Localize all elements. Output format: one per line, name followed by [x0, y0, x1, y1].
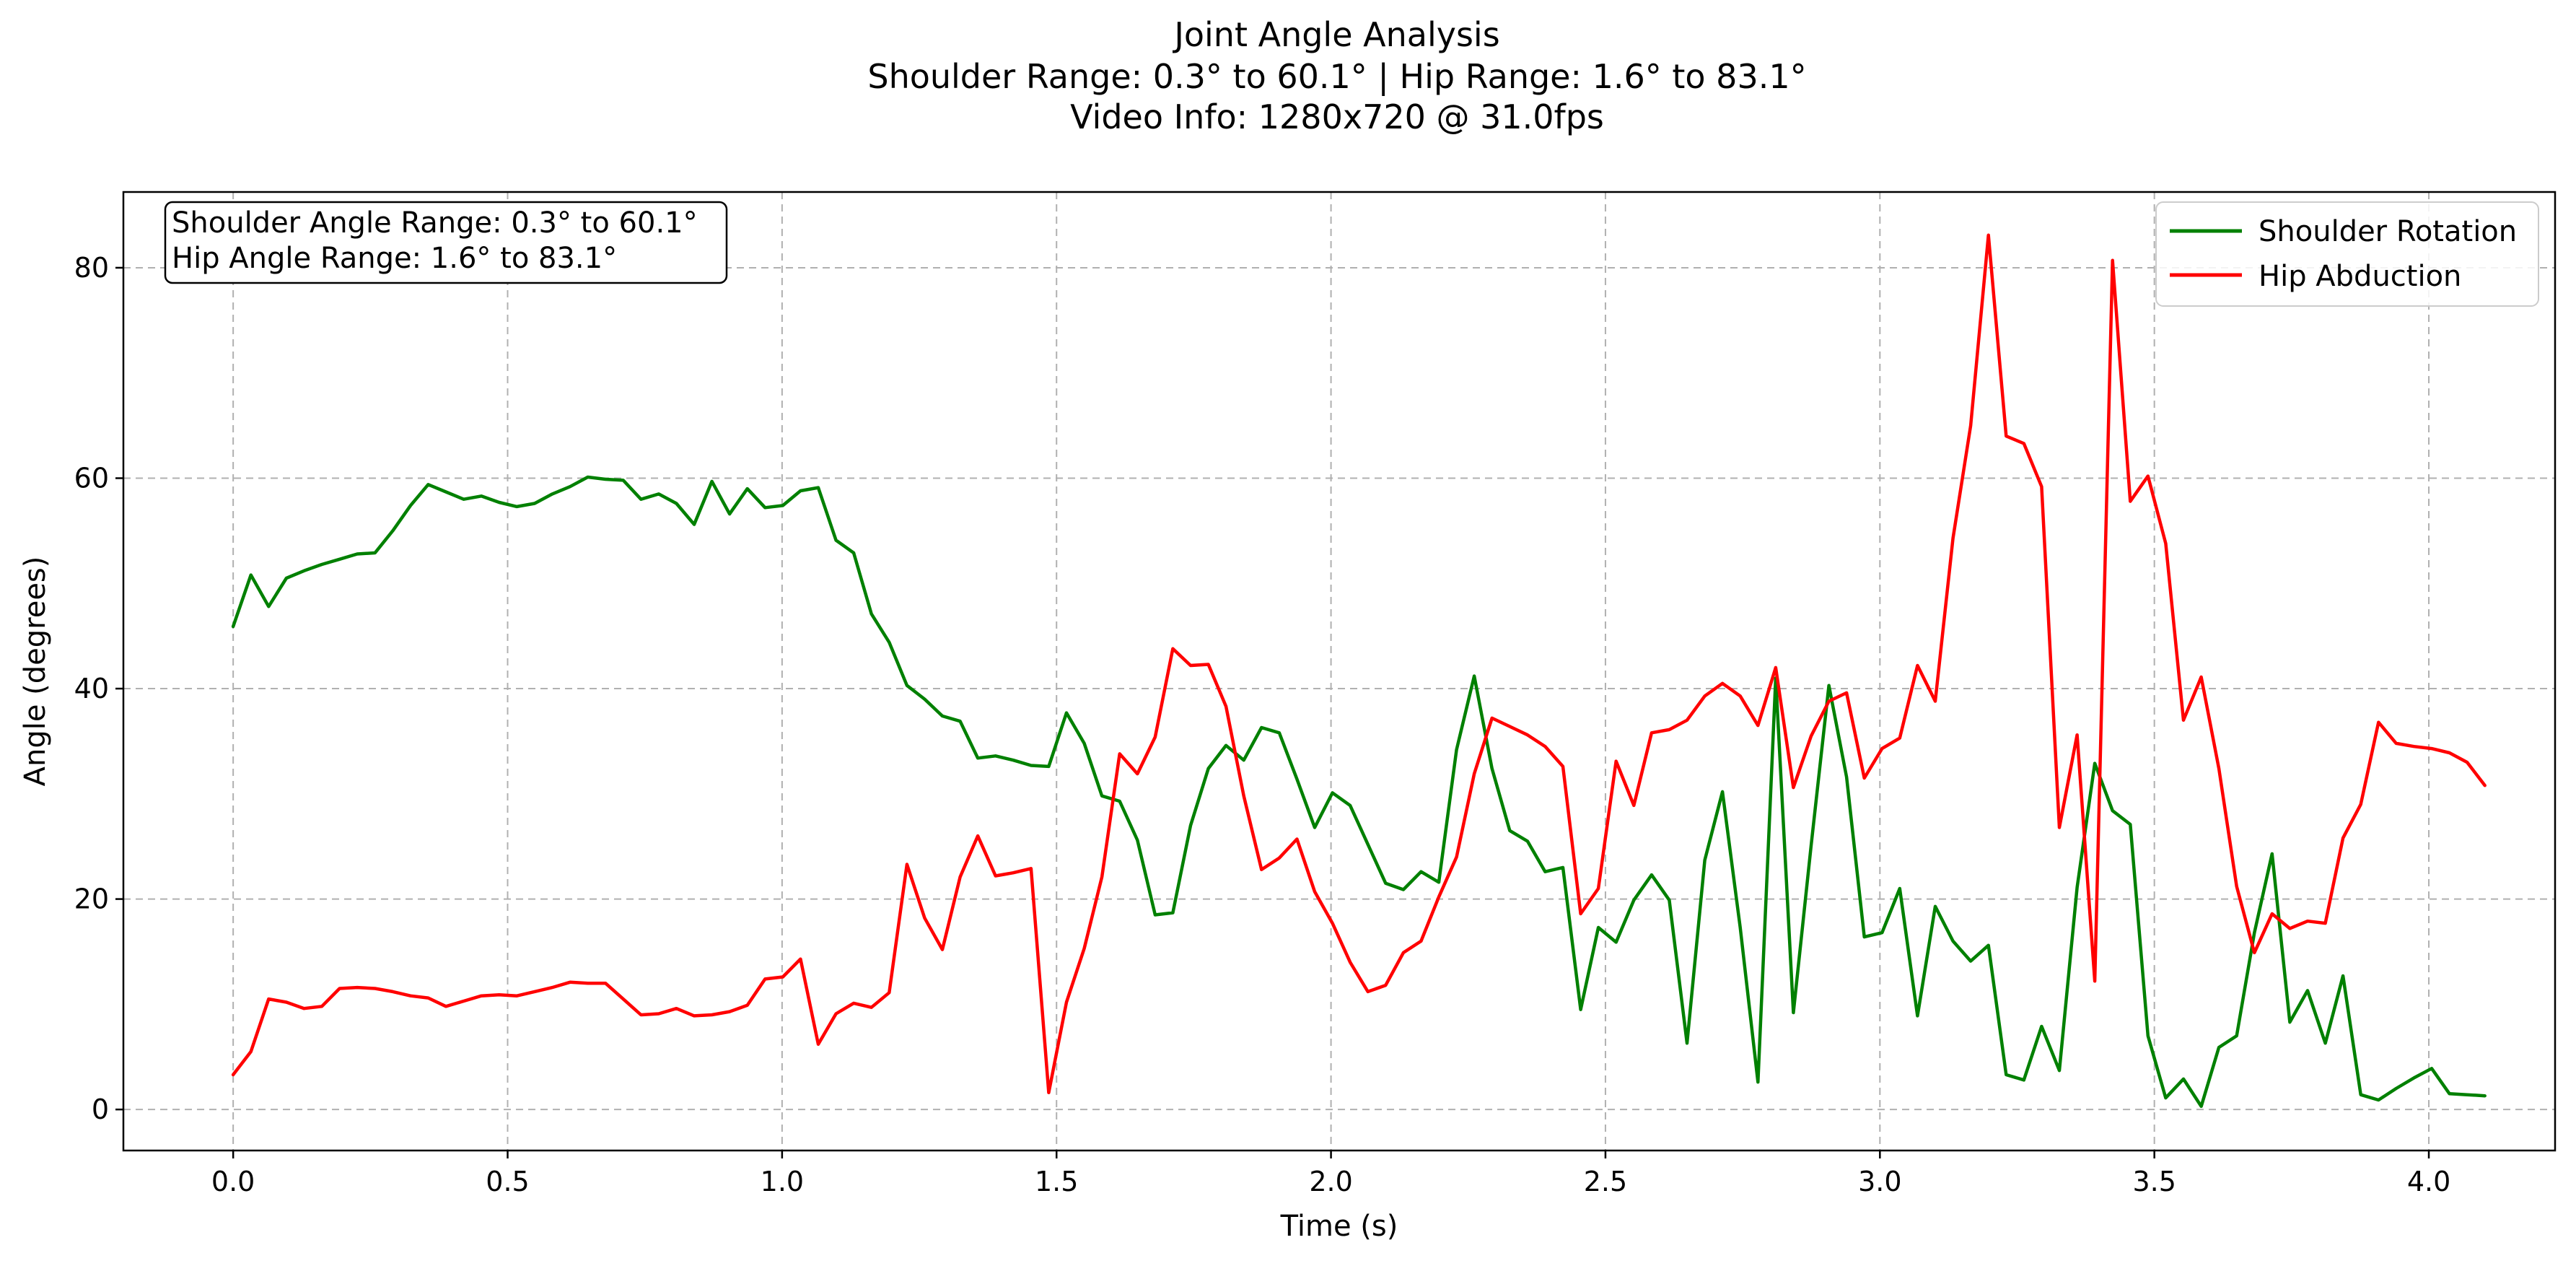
plot-area: 0.0 0.5 1.0 1.5 2.0 2.5 3.0 3.5 4.0 0 20 40 60 80	[74, 191, 2557, 1197]
x-tick-label: 0.0	[211, 1166, 255, 1197]
axis-ticks: 0.0 0.5 1.0 1.5 2.0 2.5 3.0 3.5 4.0 0 20 40 60 80	[74, 252, 2451, 1197]
grid	[123, 192, 2555, 1151]
x-tick-label: 3.0	[1858, 1166, 1901, 1197]
x-tick-label: 4.0	[2407, 1166, 2450, 1197]
chart-title-line-1: Joint Angle Analysis	[1172, 15, 1499, 54]
chart-title-line-3: Video Info: 1280x720 @ 31.0fps	[1070, 97, 1604, 136]
y-tick-label: 0	[92, 1093, 109, 1125]
y-tick-label: 80	[74, 252, 109, 284]
x-tick-label: 1.5	[1035, 1166, 1078, 1197]
x-tick-label: 2.0	[1309, 1166, 1352, 1197]
y-axis-label: Angle (degrees)	[19, 556, 52, 787]
info-box-frame	[164, 201, 728, 284]
x-tick-label: 3.5	[2132, 1166, 2176, 1197]
series-lines	[231, 233, 2487, 1109]
legend-frame	[2155, 201, 2539, 307]
legend-label-shoulder-rotation: Shoulder Rotation	[2259, 215, 2517, 248]
series-line-hip-abduction	[231, 233, 2487, 1095]
x-tick-label: 1.0	[761, 1166, 804, 1197]
legend-label-hip-abduction: Hip Abduction	[2259, 260, 2461, 293]
y-tick-label: 60	[74, 463, 109, 494]
y-tick-label: 40	[74, 673, 109, 704]
y-tick-label: 20	[74, 883, 109, 915]
x-axis-label: Time (s)	[1280, 1210, 1398, 1243]
plot-background	[123, 192, 2555, 1151]
info-box-line-2: Hip Angle Range: 1.6° to 83.1°	[172, 242, 617, 275]
x-tick-label: 2.5	[1584, 1166, 1627, 1197]
series-line-shoulder-rotation	[231, 475, 2487, 1109]
x-tick-label: 0.5	[486, 1166, 529, 1197]
info-box-line-1: Shoulder Angle Range: 0.3° to 60.1°	[172, 206, 698, 240]
chart-title-line-2: Shoulder Range: 0.3° to 60.1° | Hip Rang…	[867, 57, 1806, 97]
info-box: Shoulder Angle Range: 0.3° to 60.1° Hip …	[164, 201, 728, 284]
axes-frame	[122, 191, 2557, 1152]
legend: Shoulder Rotation Hip Abduction	[2155, 201, 2539, 307]
